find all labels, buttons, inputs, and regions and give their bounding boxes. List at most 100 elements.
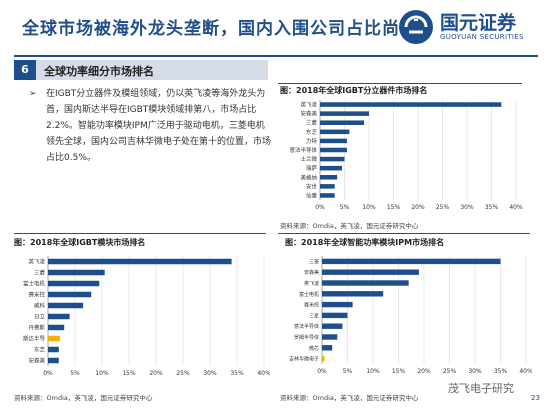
bar-安森美	[48, 357, 59, 364]
bar-赛米控	[322, 301, 353, 308]
page-title: 全球市场被海外龙头垄断，国内入围公司占比尚小	[22, 19, 418, 39]
chart1-caption: 图：2018年全球IGBT分立器件市场排名	[280, 86, 428, 95]
x-tick-label: 30%	[460, 204, 474, 211]
x-tick-label: 40%	[257, 370, 270, 377]
category-label: 英飞凌	[300, 101, 317, 109]
chart2-caption: 图：2018年全球IGBT模块市场排名	[14, 238, 146, 247]
bar-斯达半导	[48, 335, 60, 342]
category-label: 意法半导体	[294, 323, 319, 330]
chart3-svg: 0% 5% 10% 15% 20% 25% 30% 35% 40% 三菱安森美英飞凌富士电机赛米控…	[289, 256, 532, 375]
x-tick-label: 15%	[122, 370, 136, 377]
category-label: 三菱	[309, 258, 319, 265]
x-tick-label: 20%	[411, 204, 425, 211]
chart2-top-rule	[14, 233, 266, 234]
bar-三菱	[320, 120, 365, 125]
header-divider	[14, 55, 538, 57]
x-tick-label: 0%	[315, 204, 325, 211]
x-tick-label: 5%	[340, 204, 350, 211]
x-tick-label: 35%	[485, 204, 499, 211]
category-label: 威科	[34, 302, 46, 310]
category-label: 三星	[309, 313, 319, 319]
bar-东芝	[320, 129, 350, 135]
section-number: 6	[14, 60, 36, 80]
bar-士兰微	[320, 156, 345, 162]
x-tick-label: 0%	[43, 370, 53, 377]
category-label: 罗姆半导体	[294, 334, 319, 341]
bar-富士电机	[48, 280, 100, 287]
bar-三星	[322, 312, 348, 319]
category-label: 安世	[306, 182, 318, 190]
bar-瑞萨	[320, 165, 343, 171]
bar-罗姆半导体	[322, 334, 338, 340]
logo-english-name: GUOYUAN SECURITIES	[440, 33, 524, 41]
category-label: 赛米控	[28, 291, 45, 299]
watermark: 茂飞电子研究	[448, 382, 514, 395]
category-label: 丹佛斯	[28, 324, 45, 332]
bar-微芯	[322, 345, 333, 351]
x-tick-label: 10%	[362, 204, 376, 211]
x-tick-label: 15%	[392, 368, 406, 375]
x-tick-label: 40%	[509, 204, 523, 211]
bar-力特	[320, 138, 347, 144]
category-label: 微芯	[309, 345, 319, 352]
chart1-top-rule	[278, 83, 522, 84]
bar-日立	[48, 313, 70, 320]
category-label: 安森美	[304, 269, 319, 276]
chart1-svg: 0% 5% 10% 15% 20% 25% 30% 35% 40% 英飞凌安森美三菱东芝力特意法半…	[289, 100, 523, 211]
category-label: 三菱	[34, 269, 46, 277]
category-label: 东芝	[34, 346, 46, 354]
bar-英飞凌	[322, 280, 409, 286]
x-tick-label: 10%	[366, 368, 380, 375]
bar-美格纳	[320, 175, 338, 180]
x-tick-label: 25%	[436, 204, 450, 211]
category-label: 意法半导体	[289, 146, 317, 154]
company-logo: 国元证券 GUOYUAN SECURITIES	[397, 6, 547, 50]
chart3-caption: 图：2018年全球智能功率模块IPM市场排名	[285, 238, 445, 247]
category-label: 三菱	[306, 119, 318, 127]
x-tick-label: 5%	[70, 370, 80, 377]
bar-三菱	[48, 269, 105, 276]
x-tick-label: 25%	[176, 370, 190, 377]
x-tick-label: 35%	[494, 368, 508, 375]
category-label: 斯达半导	[23, 335, 46, 343]
x-tick-label: 0%	[317, 368, 327, 375]
bar-威科	[48, 302, 84, 309]
x-tick-label: 20%	[417, 368, 431, 375]
chart2-source: 资料来源：Omdia，英飞凌，国元证券研究中心	[14, 394, 153, 402]
x-tick-label: 15%	[387, 204, 401, 211]
x-tick-label: 5%	[343, 368, 353, 375]
category-label: 安森美	[300, 110, 317, 118]
category-label: 富士电机	[23, 280, 46, 288]
x-tick-label: 30%	[468, 368, 482, 375]
bar-安森美	[322, 269, 419, 275]
bullet-arrow-icon: ➢	[29, 89, 37, 99]
x-tick-label: 35%	[230, 370, 244, 377]
summary-text: 在IGBT分立器件及模组领域，仍以英飞凌等海外龙头为首，国内斯达半导在IGBT模…	[46, 89, 272, 163]
x-tick-label: 10%	[95, 370, 109, 377]
category-label: 富士电机	[299, 291, 319, 298]
category-label: 英飞凌	[304, 280, 319, 287]
chart2-svg: 0% 5% 10% 15% 20% 25% 30% 35% 40% 英飞凌三菱富士电机赛米控威科日…	[23, 256, 270, 377]
x-tick-label: 20%	[149, 370, 163, 377]
section-title: 全球功率细分市场排名	[44, 65, 154, 78]
category-label: 仙童	[306, 191, 318, 199]
category-label: 赛米控	[304, 302, 319, 309]
category-label: 日立	[34, 313, 46, 321]
page-header: 全球市场被海外龙头垄断，国内入围公司占比尚小 国元证券 GUOYUAN SECU…	[0, 0, 550, 56]
bar-意法半导体	[322, 323, 343, 329]
bar-吉林华微电子	[322, 355, 325, 362]
category-label: 吉林华微电子	[289, 356, 319, 363]
chart3-top-rule	[278, 233, 530, 234]
bar-丹佛斯	[48, 324, 65, 331]
bar-英飞凌	[48, 258, 232, 265]
category-label: 士兰微	[300, 155, 317, 163]
summary-bullet: ➢ 在IGBT分立器件及模组领域，仍以英飞凌等海外龙头为首，国内斯达半导在IGB…	[29, 86, 272, 166]
category-label: 瑞萨	[306, 164, 318, 172]
bar-英飞凌	[320, 102, 502, 107]
bar-仙童	[320, 193, 335, 198]
category-label: 东芝	[306, 128, 318, 136]
x-tick-label: 40%	[519, 368, 532, 375]
page-number: 23	[531, 394, 540, 402]
chart3-source: 资料来源：Omdia，英飞凌，国元证券研究中心	[280, 394, 419, 402]
x-tick-label: 30%	[203, 370, 217, 377]
